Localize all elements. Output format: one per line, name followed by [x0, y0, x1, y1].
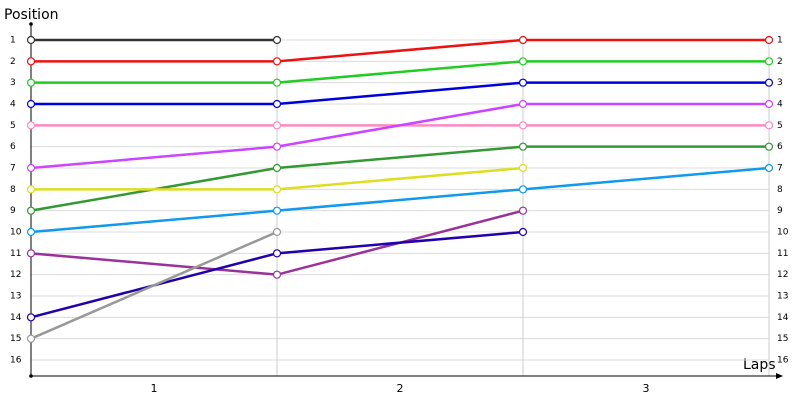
y-tick-label-right: 13: [777, 292, 788, 302]
y-tick-label-right: 16: [777, 356, 789, 366]
y-tick-label-right: 1: [777, 36, 783, 46]
position-marker: [518, 35, 528, 45]
position-marker: [26, 35, 36, 45]
y-tick-label: 11: [10, 249, 21, 259]
y-tick-label-right: 7: [777, 164, 783, 174]
y-tick-label: 7: [10, 164, 16, 174]
y-tick-label-right: 2: [777, 57, 783, 67]
position-marker: [764, 78, 774, 87]
y-tick-label: 12: [10, 270, 21, 280]
position-marker: [518, 185, 528, 194]
x-axis-arrow: [776, 373, 783, 379]
position-marker: [518, 163, 528, 173]
position-marker: [764, 99, 774, 109]
position-marker: [26, 121, 36, 130]
y-tick-label: 4: [10, 100, 16, 110]
position-marker: [272, 163, 282, 173]
y-tick-label-right: 3: [777, 78, 783, 88]
position-line: [31, 38, 769, 63]
position-marker: [518, 99, 528, 109]
position-marker: [272, 185, 282, 194]
y-tick-label: 16: [10, 356, 22, 366]
position-marker: [518, 227, 528, 237]
position-line: [30, 230, 278, 340]
y-tick-label-right: 14: [777, 313, 789, 323]
position-marker: [272, 227, 282, 237]
y-axis-end: [29, 22, 33, 26]
position-marker: [26, 57, 36, 66]
position-marker: [272, 206, 282, 215]
position-marker: [272, 99, 282, 109]
origin-dot: [29, 374, 33, 378]
position-line: [30, 102, 769, 170]
y-tick-label-right: 15: [777, 334, 788, 344]
x-axis-title: Laps: [743, 357, 776, 373]
position-marker: [272, 35, 282, 45]
y-tick-label: 10: [10, 228, 22, 238]
y-tick-label-right: 4: [777, 100, 783, 110]
y-tick-label: 1: [10, 36, 16, 46]
position-marker: [764, 142, 774, 151]
position-marker: [26, 99, 36, 109]
y-axis-title: Position: [4, 7, 59, 23]
position-marker: [272, 142, 282, 151]
position-marker: [26, 313, 36, 322]
y-tick-label: 2: [10, 57, 16, 67]
position-marker: [764, 57, 774, 66]
y-tick-label: 15: [10, 334, 21, 344]
position-marker: [26, 78, 36, 87]
position-marker: [518, 57, 528, 66]
position-marker: [518, 121, 528, 130]
y-tick-label: 6: [10, 142, 16, 152]
position-marker: [26, 227, 36, 237]
x-tick-label: 3: [643, 382, 650, 395]
y-tick-label-right: 5: [777, 121, 783, 131]
position-marker: [26, 334, 36, 343]
position-marker: [26, 206, 36, 215]
x-tick-label: 1: [151, 382, 158, 395]
position-marker: [26, 163, 36, 173]
position-marker: [518, 206, 528, 215]
y-tick-label: 9: [10, 206, 16, 216]
y-tick-label: 5: [10, 121, 16, 131]
y-tick-label-right: 9: [777, 206, 783, 216]
position-marker: [272, 249, 282, 258]
y-tick-label: 3: [10, 78, 16, 88]
position-marker: [272, 78, 282, 87]
position-line: [31, 81, 769, 106]
position-line: [31, 60, 769, 84]
position-marker: [764, 121, 774, 130]
position-marker: [26, 185, 36, 194]
position-marker: [764, 35, 774, 45]
position-marker: [518, 142, 528, 151]
position-marker: [518, 78, 528, 87]
position-marker: [272, 57, 282, 66]
y-tick-label-right: 8: [777, 185, 783, 195]
x-tick-label: 2: [397, 382, 404, 395]
position-marker: [764, 163, 774, 173]
position-marker: [26, 249, 36, 258]
position-line: [30, 166, 770, 234]
y-tick-label-right: 10: [777, 228, 789, 238]
y-tick-label: 8: [10, 185, 16, 195]
y-tick-label: 13: [10, 292, 21, 302]
position-marker: [272, 121, 282, 130]
y-tick-label-right: 6: [777, 142, 783, 152]
y-tick-label-right: 11: [777, 249, 788, 259]
y-tick-label-right: 12: [777, 270, 788, 280]
position-marker: [272, 270, 282, 279]
y-tick-label: 14: [10, 313, 22, 323]
